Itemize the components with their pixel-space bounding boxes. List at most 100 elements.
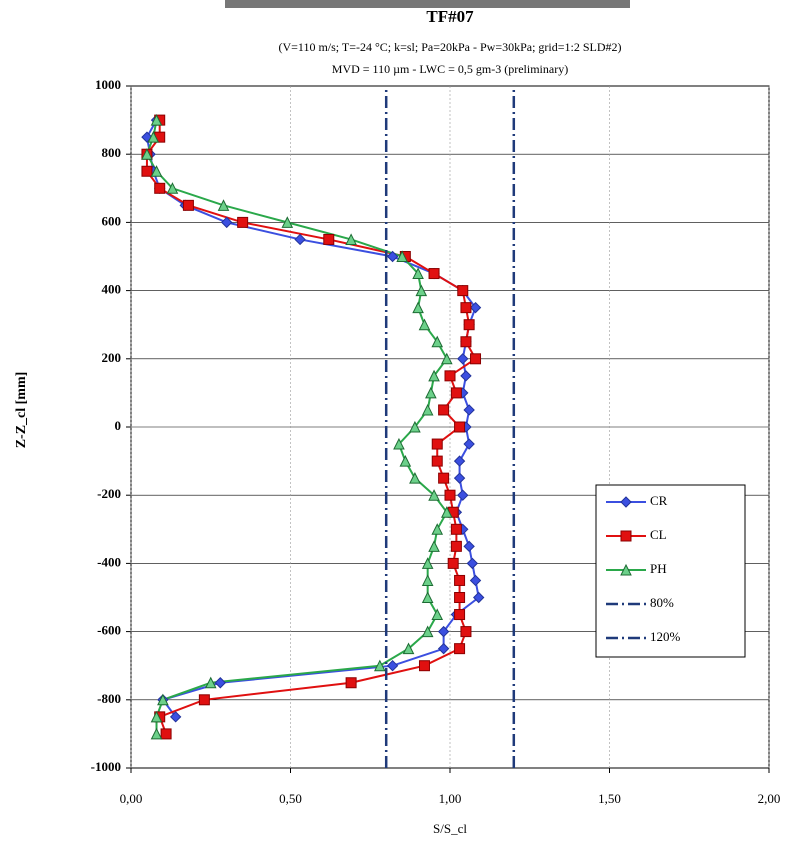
marker xyxy=(220,216,233,229)
marker xyxy=(421,591,434,603)
marker xyxy=(460,302,472,314)
y-tick-label: 600 xyxy=(102,213,122,228)
y-tick-label: -200 xyxy=(97,486,121,501)
marker xyxy=(154,182,166,194)
marker xyxy=(450,523,462,535)
marker xyxy=(457,353,469,365)
marker xyxy=(150,727,163,740)
marker xyxy=(421,625,434,638)
marker xyxy=(444,489,456,501)
x-axis-label: S/S_cl xyxy=(433,821,467,836)
y-tick-label: 400 xyxy=(102,282,122,297)
y-tick-label: -600 xyxy=(97,623,121,638)
marker xyxy=(460,336,472,348)
y-tick-label: 200 xyxy=(102,350,122,365)
top-band xyxy=(225,0,630,8)
marker xyxy=(412,267,424,280)
marker xyxy=(345,677,357,689)
marker xyxy=(418,318,431,331)
marker xyxy=(447,557,459,569)
marker xyxy=(204,676,217,689)
marker xyxy=(466,557,479,570)
marker xyxy=(438,404,450,416)
y-tick-label: 1000 xyxy=(95,77,121,92)
marker xyxy=(182,199,194,211)
x-tick-label: 0,00 xyxy=(120,791,143,806)
marker xyxy=(198,694,210,706)
marker xyxy=(425,386,437,399)
marker xyxy=(166,182,179,194)
marker xyxy=(620,563,632,576)
marker xyxy=(457,489,469,501)
marker xyxy=(421,403,434,416)
chart-title: TF#07 xyxy=(426,7,474,26)
chart-subtitle: MVD = 110 µm - LWC = 0,5 gm-3 (prelimina… xyxy=(332,62,568,76)
x-tick-label: 0,50 xyxy=(279,791,302,806)
x-tick-label: 1,00 xyxy=(439,791,462,806)
marker xyxy=(453,455,466,467)
marker xyxy=(169,711,182,723)
marker xyxy=(409,420,421,433)
marker xyxy=(237,216,249,228)
x-tick-label: 1,50 xyxy=(598,791,621,806)
marker xyxy=(463,540,475,553)
marker xyxy=(450,387,462,399)
marker xyxy=(150,710,163,723)
marker xyxy=(150,113,163,126)
marker xyxy=(453,472,466,484)
marker xyxy=(454,592,466,603)
marker xyxy=(150,165,163,177)
marker xyxy=(412,301,424,314)
marker xyxy=(431,335,444,348)
legend-label: CL xyxy=(650,527,667,542)
marker xyxy=(157,693,169,706)
marker xyxy=(323,233,335,245)
marker xyxy=(386,250,399,263)
marker xyxy=(454,609,466,621)
y-tick-label: 800 xyxy=(102,145,122,160)
marker xyxy=(217,199,230,211)
marker xyxy=(281,216,294,228)
marker xyxy=(141,148,153,160)
marker xyxy=(428,369,440,382)
marker xyxy=(418,660,430,672)
marker xyxy=(469,574,482,587)
marker xyxy=(393,437,405,450)
marker xyxy=(428,540,440,552)
marker xyxy=(460,626,472,638)
marker xyxy=(454,421,466,433)
marker xyxy=(415,284,428,297)
y-axis-label: Z-Z_cl [mm] xyxy=(14,372,29,449)
y-tick-label: -400 xyxy=(97,554,121,569)
marker xyxy=(437,642,450,655)
marker xyxy=(441,352,453,365)
marker xyxy=(160,728,172,740)
legend-label: CR xyxy=(650,493,668,508)
y-tick-label: -800 xyxy=(97,691,121,706)
marker xyxy=(294,233,306,246)
marker xyxy=(438,472,450,484)
marker xyxy=(386,659,399,672)
y-tick-label: 0 xyxy=(115,418,122,433)
marker xyxy=(421,557,434,569)
marker xyxy=(460,370,472,382)
marker xyxy=(431,523,444,535)
marker xyxy=(421,574,434,586)
marker xyxy=(473,591,485,604)
legend-label: 120% xyxy=(650,629,681,644)
marker xyxy=(147,131,160,143)
marker xyxy=(428,268,440,280)
legend-label: PH xyxy=(650,561,667,576)
marker xyxy=(399,454,412,467)
marker xyxy=(396,250,408,262)
y-tick-label: -1000 xyxy=(91,759,121,774)
marker xyxy=(463,319,475,331)
marker xyxy=(450,540,462,552)
marker xyxy=(431,455,443,467)
marker xyxy=(431,608,444,621)
marker xyxy=(214,677,227,689)
x-tick-label: 2,00 xyxy=(758,791,781,806)
marker xyxy=(463,438,475,450)
marker xyxy=(428,489,440,501)
